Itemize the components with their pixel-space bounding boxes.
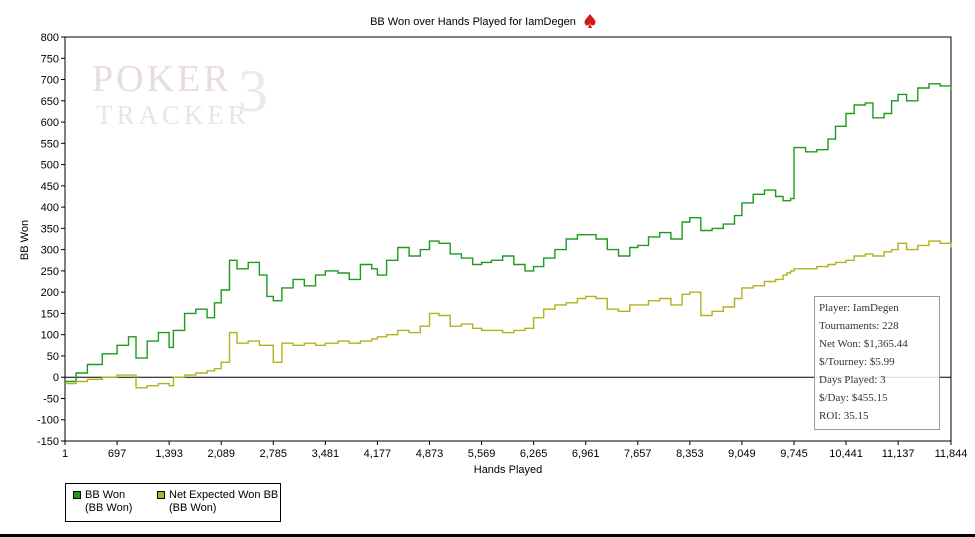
y-tick-label: 750 [41,53,59,65]
x-tick-label: 10,441 [829,448,863,460]
series-line-net-expected-won-bb [65,240,952,389]
stat-per-tourney: $/Tourney: $5.99 [819,356,895,368]
stat-per-day: $/Day: $455.15 [819,392,888,404]
plot-frame [64,36,952,442]
y-tick-label: 550 [41,138,59,150]
y-tick-label: 200 [41,287,59,299]
x-tick-label: 7,657 [624,448,652,460]
y-tick-label: 600 [41,117,59,129]
legend-swatch-bb-won [73,491,81,499]
x-tick-label: 11,844 [935,448,968,460]
svg-text:TRACKER: TRACKER [96,100,250,130]
x-tick-label: 11,137 [882,448,915,460]
x-tick-label: 4,177 [364,448,392,460]
y-tick-label: 100 [41,330,59,342]
x-tick-label: 2,785 [260,448,288,460]
y-tick-label: 800 [41,32,59,44]
y-axis-title: BB Won [19,220,31,260]
y-tick-label: 300 [41,245,59,257]
y-tick-label: -150 [37,436,59,448]
x-tick-label: 3,481 [312,448,340,460]
legend-swatch-net-expected [157,491,165,499]
legend-label-net-expected: Net Expected Won BB [169,489,279,501]
x-tick-label: 4,873 [416,448,444,460]
y-tick-label: 450 [41,181,59,193]
window-bottom-border [0,534,975,537]
svg-text:3: 3 [238,58,268,124]
y-tick-label: -100 [37,415,59,427]
legend-sub-bb-won: (BB Won) [85,502,133,514]
spade-icon [584,14,596,28]
x-tick-label: 1 [62,448,68,460]
x-tick-label: 9,049 [728,448,756,460]
y-tick-label: 650 [41,96,59,108]
x-tick-label: 6,961 [572,448,600,460]
y-tick-label: 500 [41,160,59,172]
stat-net-won: Net Won: $1,365.44 [819,338,908,350]
player-stats-box: Player: IamDegen Tournaments: 228 Net Wo… [814,296,940,430]
y-tick-label: 50 [47,351,59,363]
stat-tournaments: Tournaments: 228 [819,320,899,332]
y-tick-label: -50 [43,393,59,405]
stat-roi: ROI: 35.15 [819,410,869,422]
svg-text:POKER: POKER [92,58,232,100]
x-tick-label: 1,393 [155,448,183,460]
y-tick-label: 700 [41,75,59,87]
x-tick-label: 6,265 [520,448,548,460]
series-line-bb-won [65,83,952,383]
x-tick-label: 2,089 [207,448,235,460]
x-tick-label: 9,745 [780,448,808,460]
y-tick-label: 350 [41,223,59,235]
x-tick-label: 5,569 [468,448,496,460]
legend-label-bb-won: BB Won [85,489,126,501]
x-tick-label: 697 [108,448,126,460]
y-tick-label: 0 [53,372,59,384]
stat-player: Player: IamDegen [819,302,899,314]
chart-title: BB Won over Hands Played for IamDegen [370,16,576,28]
pokertracker-logo: POKER TRACKER 3 [88,56,298,131]
legend: BB Won (BB Won) Net Expected Won BB (BB Wo… [65,483,281,522]
stat-days-played: Days Played: 3 [819,374,886,386]
x-tick-label: 8,353 [676,448,704,460]
y-tick-label: 150 [41,308,59,320]
x-axis-title: Hands Played [474,464,543,476]
y-tick-label: 250 [41,266,59,278]
y-tick-label: 400 [41,202,59,214]
legend-sub-net-expected: (BB Won) [169,502,217,514]
